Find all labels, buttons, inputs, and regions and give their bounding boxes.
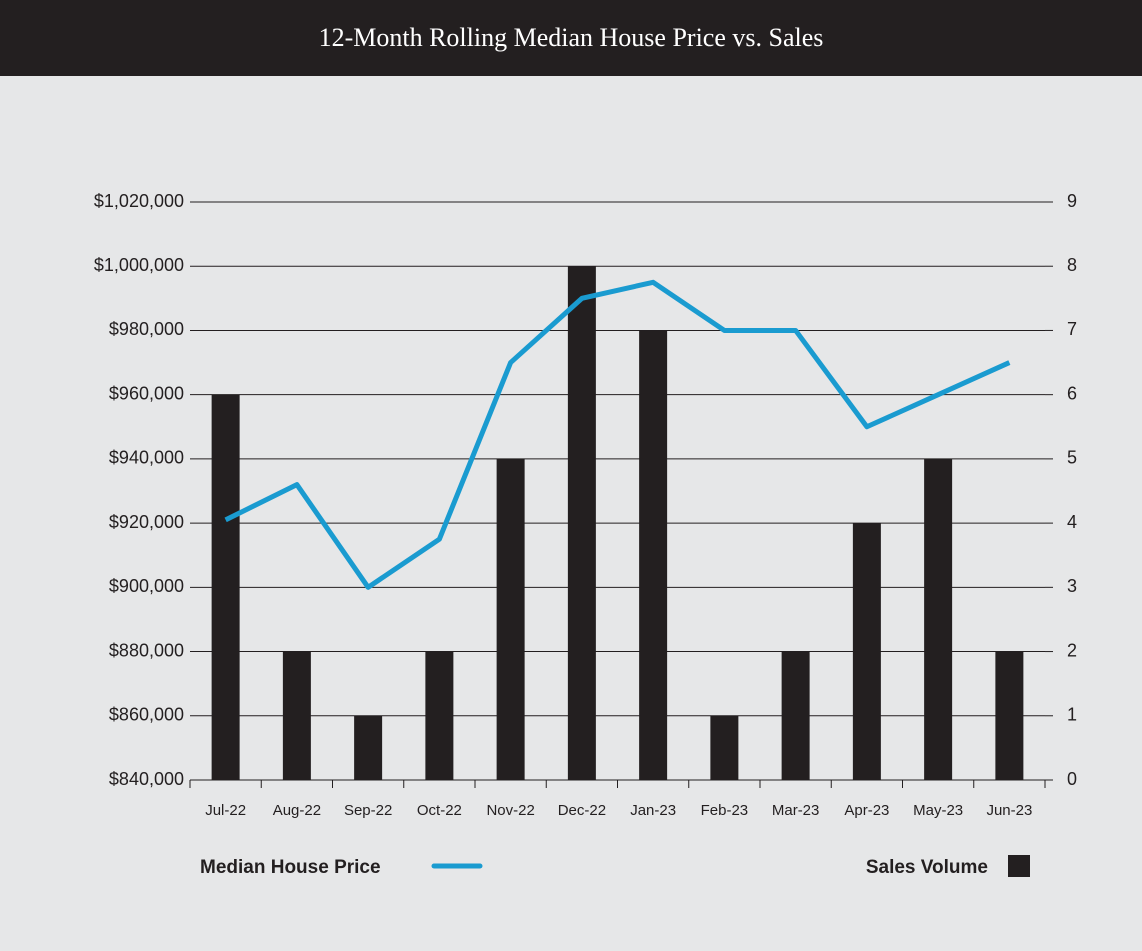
title-bar xyxy=(0,0,1142,76)
bar xyxy=(211,394,240,780)
bar xyxy=(425,651,454,780)
x-tick-label: Mar-23 xyxy=(772,802,820,819)
bar xyxy=(710,715,739,780)
y-tick-label: $1,020,000 xyxy=(94,191,184,211)
y2-tick-label: 6 xyxy=(1067,383,1077,403)
bar xyxy=(781,651,810,780)
y2-tick-label: 0 xyxy=(1067,769,1077,789)
bar xyxy=(496,458,525,780)
y2-tick-label: 9 xyxy=(1067,191,1077,211)
y-tick-label: $920,000 xyxy=(109,512,184,532)
bar xyxy=(995,651,1024,780)
x-tick-label: Jan-23 xyxy=(630,802,676,819)
x-tick-label: Aug-22 xyxy=(273,802,321,819)
y-tick-label: $880,000 xyxy=(109,640,184,660)
bar xyxy=(567,266,596,780)
y-tick-label: $900,000 xyxy=(109,576,184,596)
x-tick-label: Apr-23 xyxy=(844,802,889,819)
x-tick-label: Sep-22 xyxy=(344,802,392,819)
y-tick-label: $1,000,000 xyxy=(94,255,184,275)
legend-swatch xyxy=(1008,855,1030,877)
y2-tick-label: 7 xyxy=(1067,319,1077,339)
y2-tick-label: 5 xyxy=(1067,448,1077,468)
legend-label: Median House Price xyxy=(200,857,381,878)
y-tick-label: $840,000 xyxy=(109,769,184,789)
bar xyxy=(924,458,953,780)
bar xyxy=(852,523,881,780)
y-tick-label: $980,000 xyxy=(109,319,184,339)
y-tick-label: $860,000 xyxy=(109,705,184,725)
price-line xyxy=(224,279,1011,590)
y-tick-label: $940,000 xyxy=(109,448,184,468)
x-tick-label: Jul-22 xyxy=(205,802,246,819)
x-tick-label: Dec-22 xyxy=(558,802,606,819)
x-tick-label: Feb-23 xyxy=(701,802,749,819)
x-tick-label: May-23 xyxy=(913,802,963,819)
y2-tick-label: 3 xyxy=(1067,576,1077,596)
y2-tick-label: 1 xyxy=(1067,705,1077,725)
x-tick-label: Nov-22 xyxy=(486,802,534,819)
bar xyxy=(354,715,383,780)
x-tick-label: Jun-23 xyxy=(986,802,1032,819)
y2-tick-label: 4 xyxy=(1067,512,1077,532)
legend-label: Sales Volume xyxy=(866,857,988,878)
y2-tick-label: 2 xyxy=(1067,640,1077,660)
chart-title: 12-Month Rolling Median House Price vs. … xyxy=(319,23,824,52)
bar xyxy=(639,330,668,780)
y2-tick-label: 8 xyxy=(1067,255,1077,275)
bar xyxy=(282,651,311,780)
x-tick-label: Oct-22 xyxy=(417,802,462,819)
y-tick-label: $960,000 xyxy=(109,383,184,403)
